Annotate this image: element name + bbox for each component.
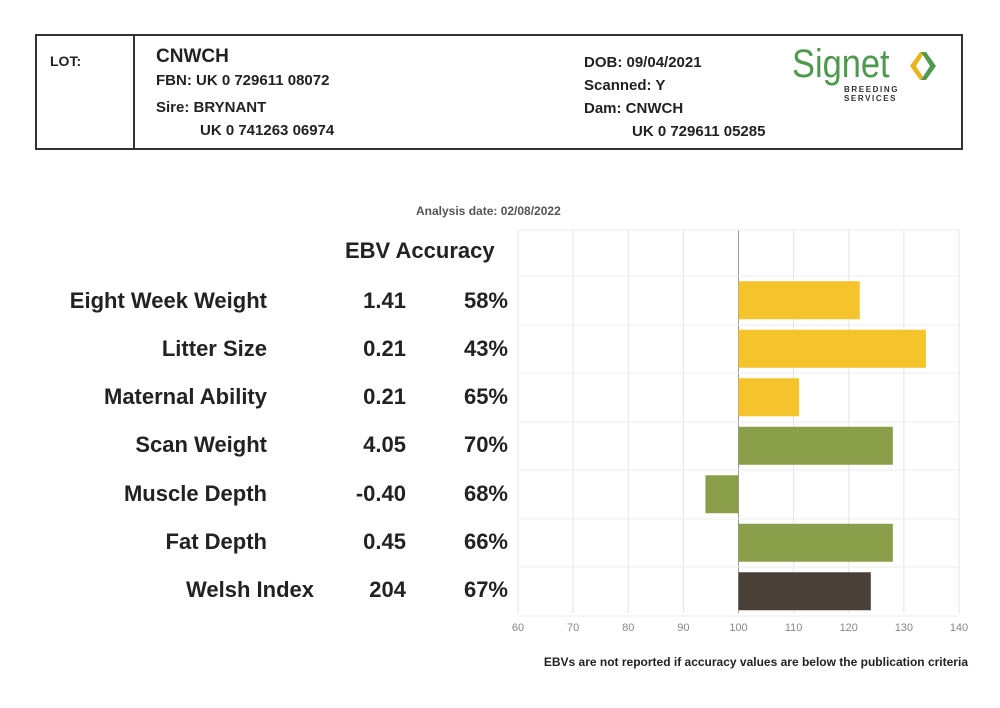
logo-subtitle: BREEDING SERVICES (844, 85, 900, 103)
logo-wordmark: Signet (792, 42, 890, 86)
lot-label: LOT: (50, 53, 82, 69)
scanned-text: Scanned: Y (584, 77, 666, 94)
x-tick-label: 70 (567, 622, 579, 634)
x-tick-label: 90 (677, 622, 689, 634)
bar (738, 426, 893, 465)
fbn-text: FBN: UK 0 729611 08072 (156, 72, 330, 89)
trait-label: Litter Size (161, 336, 267, 361)
x-tick-label: 140 (950, 622, 968, 634)
index-label: Welsh Index (186, 577, 314, 602)
ebv-value: 4.05 (363, 432, 406, 457)
bar (738, 281, 860, 320)
x-tick-label: 120 (840, 622, 858, 634)
bar (738, 523, 893, 562)
ebv-value: 0.21 (363, 336, 406, 361)
trait-label: Maternal Ability (104, 384, 267, 409)
bar (738, 572, 871, 611)
index-value: 204 (369, 577, 406, 602)
bar (738, 378, 800, 417)
dam-text: Dam: CNWCH (584, 100, 684, 117)
sire-id-text: UK 0 741263 06974 (200, 122, 335, 139)
sire-text: Sire: BRYNANT (156, 99, 267, 116)
accuracy-value: 43% (463, 336, 508, 361)
x-tick-label: 60 (512, 622, 524, 634)
ebv-accuracy-header: EBV Accuracy (345, 238, 495, 263)
bar (738, 329, 926, 368)
accuracy-value: 58% (463, 288, 508, 313)
dob-text: DOB: 09/04/2021 (584, 54, 702, 71)
signet-logo: Signet BREEDING SERVICES (792, 42, 952, 104)
accuracy-value: 67% (463, 577, 508, 602)
analysis-date: Analysis date: 02/08/2022 (416, 204, 561, 218)
x-tick-label: 130 (895, 622, 913, 634)
ebv-value: 1.41 (363, 288, 406, 313)
ebv-value: -0.40 (355, 481, 406, 506)
trait-label: Fat Depth (165, 529, 267, 554)
accuracy-value: 68% (463, 481, 508, 506)
header-divider (133, 36, 135, 148)
trait-label: Eight Week Weight (69, 288, 267, 313)
ebv-value: 0.45 (363, 529, 406, 554)
accuracy-value: 70% (463, 432, 508, 457)
trait-label: Muscle Depth (123, 481, 267, 506)
accuracy-value: 65% (463, 384, 508, 409)
chevron-logo-icon (910, 52, 936, 80)
x-tick-label: 80 (622, 622, 634, 634)
x-tick-label: 110 (785, 622, 803, 634)
bar (705, 475, 739, 514)
accuracy-value: 66% (463, 529, 508, 554)
trait-label: Scan Weight (135, 432, 267, 457)
dam-id-text: UK 0 729611 05285 (632, 123, 766, 140)
publication-criteria-note: EBVs are not reported if accuracy values… (543, 655, 968, 669)
ebv-value: 0.21 (363, 384, 406, 409)
x-tick-label: 100 (729, 622, 747, 634)
animal-info-box: LOT: CNWCH FBN: UK 0 729611 08072 Sire: … (35, 34, 963, 150)
animal-name: CNWCH (156, 46, 229, 67)
